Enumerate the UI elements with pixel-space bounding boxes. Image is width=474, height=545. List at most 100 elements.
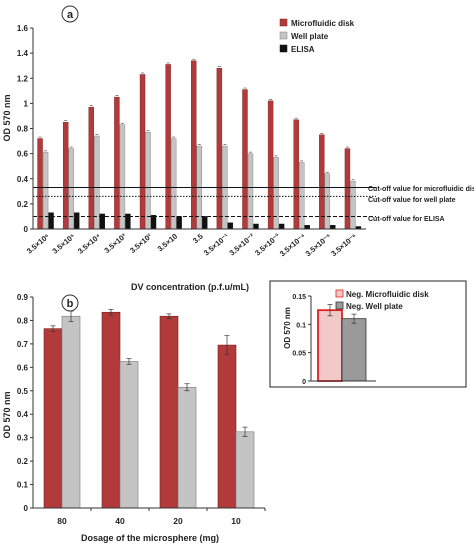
panel-a-cutoff-label: Cut-off value for microfluidic disk [368,186,474,193]
panel-b-bar [101,311,121,509]
panel-a-bar [293,119,299,230]
panel-a-ytick-label: 1.2 [17,74,29,83]
panel-b-ytick-label: 0.2 [17,457,29,466]
panel-a-bar [170,138,177,230]
panel-b-ytick-label: 0.3 [17,434,29,443]
panel-a-bar [42,152,49,230]
panel-a-ytick-label: 1.6 [17,24,29,33]
panel-b-ytick-label: 0.9 [17,293,29,302]
panel-b-bar [43,328,63,509]
panel-b-xlabel: Dosage of the microsphere (mg) [81,533,219,543]
inset-frame [269,280,467,388]
panel-b-ytick-label: 0.4 [17,410,29,419]
panel-a-xtick-label: 3.5×10⁻³ [253,231,282,257]
inset-ytick-label: 0.05 [292,351,306,358]
panel-a-ytick-label: 0.2 [17,200,29,209]
panel-a-bar [114,96,120,230]
panel-a-legend-swatch [279,44,288,53]
panel-a-bar [139,74,146,230]
inset-legend-swatch [335,301,344,310]
panel-b-bar [235,431,255,509]
inset-legend-label: Neg. Well plate [346,302,403,311]
panel-a-badge [61,5,79,23]
panel-b-ytick-label: 0.5 [17,387,29,396]
inset-ytick-label: 0 [302,379,306,386]
panel-a-ytick-label: 1 [24,99,29,108]
panel-a-bar [253,223,259,230]
panel-a-xtick-label: 3.5×10⁻¹ [202,231,231,257]
panel-a-bar [216,67,223,230]
panel-a-bar [37,138,43,230]
panel-b-ytick-label: 0.8 [17,316,29,325]
panel-b-ytick-label: 0.7 [17,340,29,349]
panel-b-bar [217,344,237,509]
inset-ylabel: OD 570 nm [283,307,292,349]
panel-a-xtick-label: 3.5×10² [128,231,154,255]
panel-b-ylabel: OD 570 nm [2,391,12,438]
panel-a-legend-swatch [279,18,288,27]
panel-a-bar [68,148,74,230]
panel-a-xtick-label: 3.5×10⁻⁵ [304,231,334,258]
panel-b-bar [177,386,197,509]
panel-b-xtick-label: 80 [57,516,67,526]
panel-b-xtick-label: 20 [173,516,183,526]
panel-a-bar [119,124,126,230]
panel-a-bar [267,100,274,230]
panel-a-ylabel: OD 570 nm [2,94,12,141]
panel-a-xtick-label: 3.5×10⁶ [25,232,51,256]
panel-a-xtick-label: 3.5×10³ [103,231,129,255]
panel-a-ytick-label: 1.4 [17,49,29,58]
panel-a-label: a [67,9,74,21]
panel-a-xtick-label: 3.5×10⁵ [50,231,77,255]
inset-ytick-label: 0.1 [296,322,306,329]
panel-a-bar [62,122,69,230]
panel-a-xtick-label: 3.5×10⁻⁴ [278,231,308,258]
panel-a-xtick-label: 3.5×10 [156,232,180,254]
inset-legend-label: Neg. Microfluidic disk [346,290,429,299]
panel-a-bar [88,106,94,230]
panel-b-ytick-label: 0 [24,504,29,513]
panel-b-bar [159,315,179,509]
panel-a-ytick-label: 0.4 [17,175,29,184]
panel-a-bar [242,89,248,230]
inset-bar [341,318,367,382]
panel-a: a OD 570 nm DV concentration (p.f.u/mL) … [2,5,474,292]
panel-b-bar [61,315,81,509]
panel-b-xtick-label: 10 [231,516,241,526]
panel-a-ytick-label: 0.8 [17,125,29,134]
panel-a-bar [202,216,208,230]
panel-a-bar [350,181,356,230]
inset-legend-swatch [335,289,344,298]
panel-a-xlabel: DV concentration (p.f.u/mL) [131,282,249,292]
panel-a-cutoff-label: Cut-off value for ELISA [368,216,445,223]
panel-a-bar [94,135,100,230]
panel-a-bar [344,148,351,230]
panel-a-legend-swatch [279,31,288,40]
panel-a-bar [330,225,336,230]
panel-a-bar [324,173,331,230]
panel-a-legend-label: Microfluidic disk [291,19,355,28]
panel-a-bar [319,134,325,230]
panel-a-bar [191,60,197,230]
panel-a-bar [299,162,305,230]
panel-a-bar [227,222,234,230]
panel-a-xtick-label: 3.5×10⁻² [228,231,257,257]
panel-b-xtick-label: 40 [115,516,125,526]
panel-a-bar [145,132,151,230]
panel-a-legend-label: ELISA [291,45,315,54]
panel-a-bar [73,212,80,230]
panel-a-xtick-label: 3.5 [191,232,205,246]
panel-b: b OD 570 nm Dosage of the microsphere (m… [2,280,467,543]
panel-a-bar [247,153,254,230]
panel-a-ytick-label: 0 [24,225,29,234]
panel-a-legend-label: Well plate [291,32,329,41]
panel-a-bar [150,214,157,230]
panel-b-bar [119,361,139,509]
panel-a-xtick-label: 3.5×10⁴ [76,231,103,255]
panel-a-xtick-label: 3.5×10⁻⁶ [329,232,358,259]
panel-a-cutoff-label: Cut-off value for well plate [368,197,456,204]
panel-a-bar [176,216,182,230]
panel-a-bar [278,223,285,230]
panel-a-ytick-label: 0.6 [17,150,29,159]
